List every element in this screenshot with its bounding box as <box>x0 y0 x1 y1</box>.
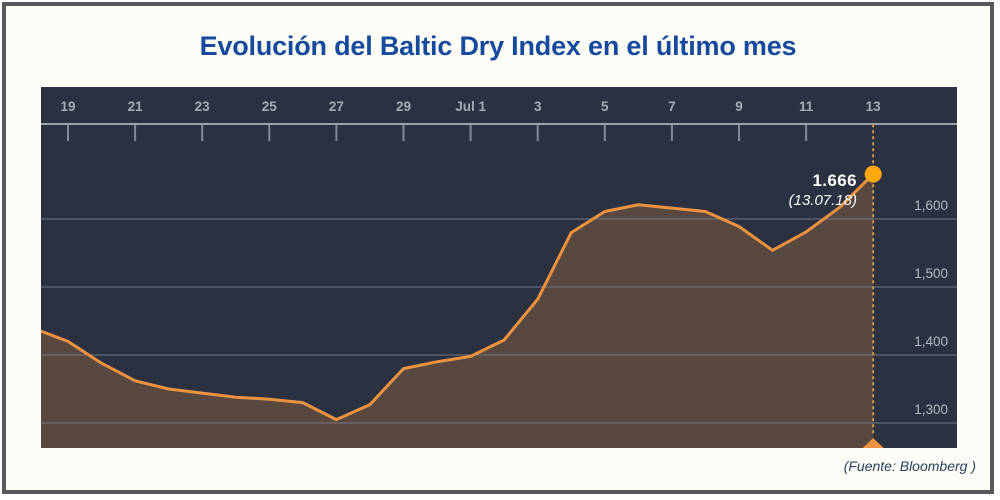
chart-title: Evolución del Baltic Dry Index en el últ… <box>199 31 797 61</box>
x-tick-label: 11 <box>799 99 814 114</box>
price-area <box>41 174 874 448</box>
baltic-dry-index-chart: 1,600 1,500 1,400 1,300 19 21 23 25 27 29 Jul 1 3 5 7… <box>41 87 957 448</box>
plot-background <box>41 87 957 448</box>
outer-frame: Evolución del Baltic Dry Index en el últ… <box>2 2 994 494</box>
y-tick-label: 1,400 <box>914 334 948 349</box>
x-tick-label: 29 <box>396 99 411 114</box>
bottom-triangle-marker <box>862 438 884 448</box>
y-tick-label: 1,300 <box>914 402 948 417</box>
x-tick-label: 27 <box>329 99 344 114</box>
x-tick-label: 21 <box>128 99 144 114</box>
y-tick-label: 1,500 <box>914 266 948 281</box>
x-tick-label: 3 <box>534 99 542 114</box>
last-value-annotation: 1.666 (13.07.18) <box>788 171 857 209</box>
last-point-marker <box>864 165 882 183</box>
y-tick-label: 1,600 <box>914 198 948 213</box>
price-line <box>41 172 875 422</box>
x-tick-label: 9 <box>735 99 743 114</box>
x-tick-label: Jul 1 <box>455 99 486 114</box>
x-tick-label: 23 <box>195 99 211 114</box>
x-tick-label: 7 <box>668 99 676 114</box>
chart-area: 1,600 1,500 1,400 1,300 19 21 23 25 27 29 Jul 1 3 5 7… <box>41 87 957 448</box>
x-tick-label: 5 <box>601 99 609 114</box>
last-value-label: 1.666 <box>812 171 857 190</box>
x-tick-label: 25 <box>262 99 278 114</box>
source-caption: (Fuente: Bloomberg ) <box>843 458 976 474</box>
x-tick-label: 13 <box>866 99 882 114</box>
x-tick-label: 19 <box>60 99 75 114</box>
last-value-date: (13.07.18) <box>788 191 857 209</box>
